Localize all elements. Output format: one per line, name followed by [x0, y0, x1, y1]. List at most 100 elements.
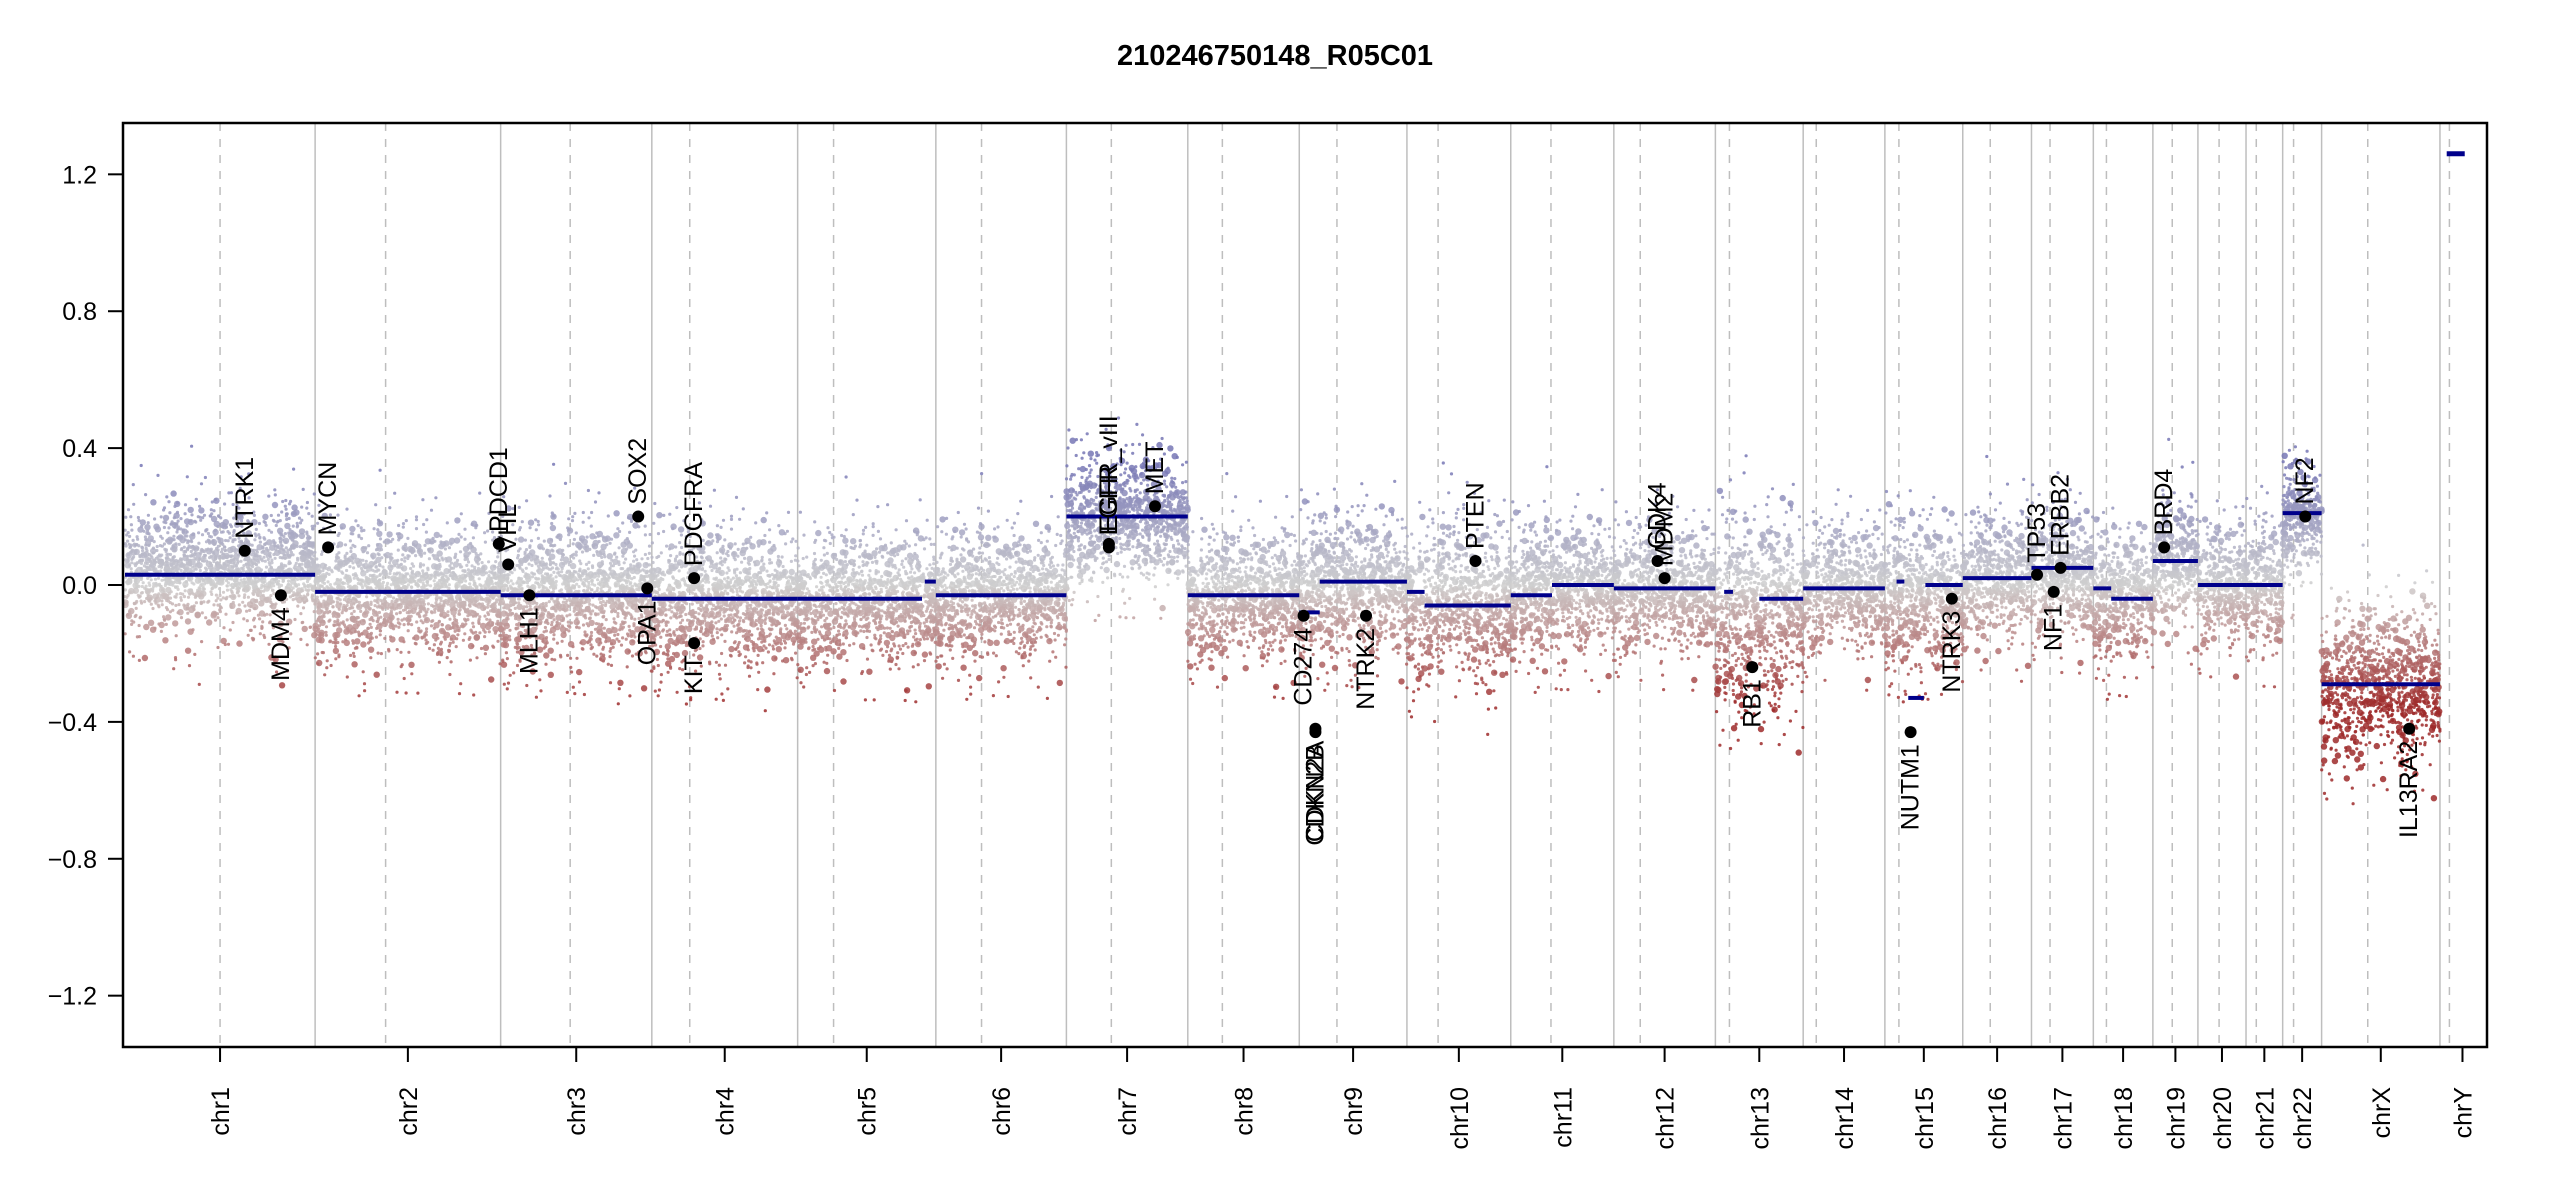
probe-point	[496, 555, 500, 559]
probe-point	[128, 591, 132, 595]
probe-point	[194, 520, 198, 524]
probe-point	[313, 656, 317, 660]
probe-point	[160, 588, 165, 592]
probe-point	[381, 565, 385, 569]
probe-point	[129, 567, 133, 571]
probe-point	[582, 692, 587, 697]
probe-point	[445, 624, 452, 631]
probe-point	[168, 540, 172, 545]
probe-point	[374, 503, 378, 507]
probe-point	[506, 622, 510, 627]
probe-point	[234, 548, 238, 552]
probe-point	[379, 598, 383, 603]
probe-point	[424, 530, 428, 534]
probe-point	[312, 554, 316, 558]
probe-point	[550, 521, 554, 526]
probe-point	[281, 579, 285, 584]
probe-point	[402, 617, 406, 621]
probe-point	[132, 555, 136, 559]
probe-point	[155, 544, 159, 549]
probe-point	[408, 661, 415, 668]
probe-point	[458, 596, 462, 600]
probe-point	[326, 598, 331, 602]
probe-point	[159, 515, 163, 519]
probe-point	[183, 549, 188, 553]
probe-point	[211, 539, 215, 543]
probe-point	[566, 575, 571, 580]
probe-point	[457, 612, 462, 616]
probe-point	[336, 545, 340, 549]
probe-point	[447, 586, 451, 591]
probe-point	[150, 499, 157, 506]
probe-point	[447, 546, 451, 550]
probe-point	[320, 552, 324, 557]
probe-point	[159, 629, 163, 634]
probe-point	[151, 546, 155, 550]
probe-point	[352, 602, 356, 606]
probe-point	[164, 556, 168, 560]
probe-point	[508, 628, 512, 632]
probe-point	[315, 595, 319, 599]
probe-point	[580, 550, 585, 554]
probe-point	[621, 621, 626, 626]
probe-point	[191, 532, 195, 536]
probe-point	[486, 612, 491, 617]
probe-point	[628, 694, 632, 698]
probe-point	[585, 535, 589, 539]
probe-point	[185, 475, 189, 479]
probe-point	[278, 682, 286, 689]
probe-point	[549, 543, 553, 548]
probe-point	[613, 633, 617, 637]
probe-point	[353, 572, 358, 576]
probe-point	[153, 517, 157, 521]
probe-point	[476, 612, 480, 616]
probe-point	[571, 542, 575, 546]
probe-point	[133, 564, 138, 568]
probe-point	[139, 559, 143, 563]
probe-point	[473, 603, 477, 607]
probe-point	[258, 617, 262, 621]
probe-point	[190, 581, 194, 585]
probe-point	[589, 634, 593, 638]
probe-point	[246, 601, 254, 608]
probe-point	[332, 623, 336, 628]
probe-point	[608, 567, 612, 572]
probe-point	[167, 579, 174, 587]
probe-point	[597, 574, 601, 578]
probe-point	[595, 531, 599, 535]
probe-point	[489, 576, 493, 580]
probe-point	[352, 609, 356, 614]
probe-point	[761, 661, 765, 665]
probe-point	[581, 608, 585, 613]
probe-point	[389, 552, 393, 556]
probe-point	[142, 529, 146, 533]
probe-point	[201, 559, 205, 563]
probe-point	[632, 575, 636, 580]
probe-point	[199, 518, 203, 522]
probe-point	[273, 541, 277, 545]
probe-point	[393, 564, 397, 568]
probe-point	[351, 606, 355, 610]
probe-point	[625, 606, 629, 610]
probe-point	[538, 678, 542, 682]
probe-point	[184, 580, 189, 584]
probe-point	[164, 606, 169, 610]
probe-point	[369, 625, 373, 630]
probe-point	[433, 531, 440, 539]
probe-point	[487, 630, 491, 634]
probe-point	[590, 579, 594, 583]
probe-point	[375, 619, 379, 623]
probe-point	[219, 530, 224, 534]
probe-point	[187, 664, 192, 668]
probe-point	[464, 574, 468, 578]
probe-point	[306, 583, 310, 588]
probe-point	[349, 525, 356, 533]
probe-point	[338, 598, 342, 602]
probe-point	[763, 621, 767, 626]
probe-point	[185, 524, 189, 528]
probe-point	[477, 577, 481, 581]
probe-point	[162, 542, 166, 546]
probe-point	[550, 511, 554, 515]
probe-point	[405, 606, 409, 610]
probe-point	[512, 587, 517, 591]
